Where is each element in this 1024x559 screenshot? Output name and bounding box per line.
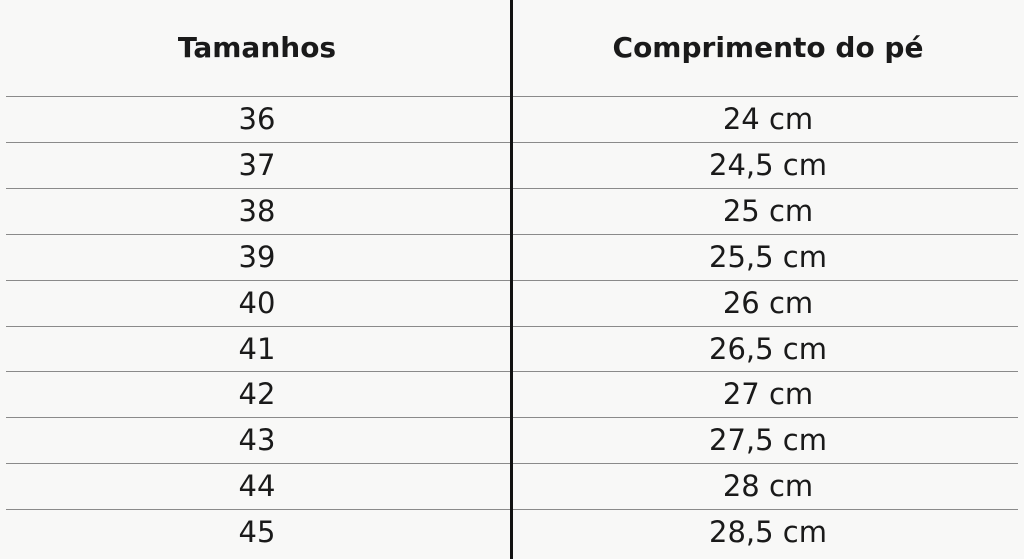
header-cell: Comprimento do pé: [612, 31, 924, 64]
table-cell: 27,5 cm: [709, 423, 827, 458]
table-cell: 25,5 cm: [709, 239, 827, 274]
table-cell: 26,5 cm: [709, 331, 827, 366]
table-cell: 37: [238, 147, 276, 182]
table-cell: 44: [238, 469, 276, 504]
table-cell: 27 cm: [722, 377, 814, 412]
column-divider: [510, 0, 513, 559]
header-cell: Tamanhos: [177, 31, 337, 64]
table-cell: 25 cm: [722, 193, 814, 228]
table-cell: 41: [238, 331, 276, 366]
table-cell: 26 cm: [722, 285, 814, 320]
table-cell: 43: [238, 423, 276, 458]
table-cell: 38: [238, 193, 276, 228]
table-cell: 45: [238, 515, 276, 550]
table-cell: 36: [238, 102, 276, 136]
table-cell: 40: [238, 285, 276, 320]
table-cell: 24,5 cm: [709, 147, 827, 182]
table-cell: 42: [238, 377, 276, 412]
table-cell: 24 cm: [722, 102, 814, 136]
table-cell: 28 cm: [722, 469, 814, 504]
table-cell: 39: [238, 239, 276, 274]
table-cell: 28,5 cm: [709, 515, 827, 550]
